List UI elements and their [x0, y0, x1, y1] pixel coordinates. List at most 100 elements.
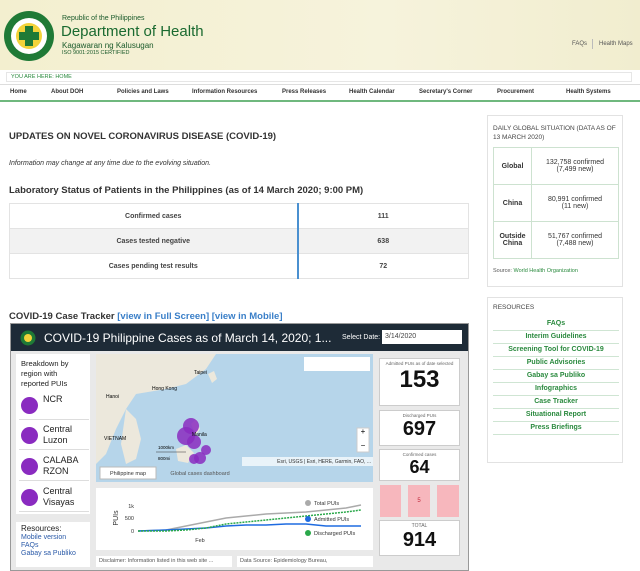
resources-title: RESOURCES	[493, 304, 535, 311]
region: China	[493, 184, 532, 222]
map-label: Manila	[192, 432, 207, 438]
lab-value: 72	[297, 253, 469, 279]
region-item[interactable]: Central Luzon	[19, 421, 89, 450]
resource-link[interactable]: FAQs	[493, 318, 619, 331]
small-stats: 5	[379, 484, 460, 518]
nav-item[interactable]: Policies and Laws	[117, 89, 169, 95]
map-label: Hanoi	[106, 394, 119, 400]
breakdown-title: Breakdown by region with reported PUIs	[21, 359, 69, 388]
nav-underline	[0, 100, 640, 102]
lab-value: 111	[297, 203, 469, 229]
nav-item[interactable]: Health Calendar	[349, 89, 395, 95]
map[interactable]: Taipei Hong Kong Hanoi VIETNAM Manila 10…	[96, 354, 373, 482]
stat-value: 64	[409, 457, 430, 477]
full-screen-link[interactable]: [view in Full Screen]	[117, 311, 210, 322]
new: (11 new)	[561, 203, 589, 210]
doh-logo	[4, 11, 54, 61]
nav-topline	[0, 84, 640, 85]
new: (7,488 new)	[556, 240, 594, 247]
confirmed: 51,767 confirmed	[547, 233, 603, 240]
source-link[interactable]: World Health Organization	[513, 268, 578, 274]
lab-title: Laboratory Status of Patients in the Phi…	[9, 185, 364, 196]
resource-link[interactable]: Infographics	[493, 383, 619, 396]
breadcrumb-label: YOU ARE HERE:	[11, 74, 54, 80]
nav-item[interactable]: Information Resources	[192, 89, 258, 95]
date-label: Select Date:	[342, 334, 381, 341]
region-name: CALABA RZON	[43, 455, 79, 476]
resource-link[interactable]: Press Briefings	[493, 422, 619, 435]
global-row: Global 132,758 confirmed (7,499 new)	[493, 147, 619, 185]
chart-legend: Discharged PUIs	[314, 531, 356, 537]
nav-item[interactable]: Home	[10, 89, 27, 95]
mobile-link[interactable]: [view in Mobile]	[211, 311, 283, 322]
header	[0, 0, 640, 70]
chart-legend: Total PUIs	[314, 501, 339, 507]
map-tab[interactable]: Global cases dashboard	[170, 471, 229, 477]
stat-card: Confirmed cases 64	[379, 449, 460, 481]
date-select[interactable]: 3/14/2020	[382, 330, 462, 344]
divider	[592, 39, 593, 49]
global-title: DAILY GLOBAL SITUATION (DATA AS OF 13 MA…	[493, 125, 616, 141]
breakdown-panel: Breakdown by region with reported PUIs N…	[16, 354, 90, 514]
nav-item[interactable]: Secretary's Corner	[419, 89, 473, 95]
resources-list: FAQs Interim Guidelines Screening Tool for…	[493, 318, 619, 435]
lab-label: Cases tested negative	[9, 228, 299, 254]
source-label: Source:	[493, 268, 512, 274]
lab-row: Cases tested negative 638	[9, 228, 469, 254]
region-item[interactable]: CALABA RZON	[19, 452, 89, 481]
figures: 51,767 confirmed (7,488 new)	[531, 221, 619, 259]
resources-title: Resources:	[21, 524, 62, 533]
resource-link[interactable]: Gabay sa Publiko	[21, 550, 76, 557]
tracker-heading: COVID-19 Case Tracker [view in Full Scre…	[9, 311, 283, 322]
region: Global	[493, 147, 532, 185]
resource-link[interactable]: Public Advisories	[493, 357, 619, 370]
region-item[interactable]: NCR	[19, 391, 89, 420]
breadcrumb-home[interactable]: HOME	[55, 74, 72, 80]
map-label: VIETNAM	[104, 436, 126, 442]
map-tab[interactable]: Philippine map	[110, 471, 146, 477]
nav-item[interactable]: About DOH	[51, 89, 84, 95]
source: Source: World Health Organization	[493, 268, 578, 274]
breadcrumb: YOU ARE HERE: HOME	[6, 72, 632, 82]
lab-label: Cases pending test results	[9, 253, 299, 279]
total-value: 914	[402, 529, 437, 551]
figures: 80,991 confirmed (11 new)	[531, 184, 619, 222]
resource-link[interactable]: Mobile version	[21, 534, 67, 541]
resource-link[interactable]: Gabay sa Publiko	[493, 370, 619, 383]
health-maps-link[interactable]: Health Maps	[599, 41, 633, 47]
confirmed: 132,758 confirmed	[546, 159, 604, 166]
lab-table: Confirmed cases 111 Cases tested negative…	[9, 203, 469, 279]
resource-link[interactable]: Case Tracker	[493, 396, 619, 409]
resource-link[interactable]: Interim Guidelines	[493, 331, 619, 344]
region: Outside China	[493, 221, 532, 259]
dashboard-title: COVID-19 Philippine Cases as of March 14…	[44, 331, 332, 345]
lab-row: Confirmed cases 111	[9, 203, 469, 229]
resources-panel: Resources: Mobile version FAQs Gabay sa …	[16, 522, 90, 567]
chart-tick: 1k	[128, 504, 134, 510]
resource-link[interactable]: Screening Tool for COVID-19	[493, 344, 619, 357]
resources-box: RESOURCES FAQs Interim Guidelines Screenin…	[487, 297, 623, 463]
region-item[interactable]: Central Visayas	[19, 483, 89, 512]
map-credit: Esri, USGS | Esri, HERE, Garmin, FAO, ..…	[277, 459, 371, 465]
global-row: Outside China 51,767 confirmed (7,488 new)	[493, 221, 619, 259]
resource-link[interactable]: Situational Report	[493, 409, 619, 422]
confirmed: 80,991 confirmed	[547, 196, 603, 203]
republic: Republic of the Philippines	[62, 15, 145, 22]
small-box	[380, 485, 401, 517]
nav-item[interactable]: Health Systems	[566, 89, 611, 95]
nav-item[interactable]: Procurement	[497, 89, 535, 95]
region-dot	[21, 427, 38, 444]
region-dot	[21, 397, 38, 414]
nav-item[interactable]: Press Releases	[282, 89, 327, 95]
region-name: Central Luzon	[43, 424, 73, 445]
faqs-link[interactable]: FAQs	[572, 41, 588, 47]
global-row: China 80,991 confirmed (11 new)	[493, 184, 619, 222]
resource-link[interactable]: FAQs	[21, 542, 39, 549]
region-name: NCR	[43, 394, 63, 404]
stat-value: 697	[402, 418, 437, 440]
tracker-title: COVID-19 Case Tracker	[9, 311, 115, 322]
global-table: Global 132,758 confirmed (7,499 new) China…	[493, 147, 619, 259]
map-label: Hong Kong	[152, 386, 177, 392]
global-situation-box: DAILY GLOBAL SITUATION (DATA AS OF 13 MA…	[487, 115, 623, 287]
figures: 132,758 confirmed (7,499 new)	[531, 147, 619, 185]
